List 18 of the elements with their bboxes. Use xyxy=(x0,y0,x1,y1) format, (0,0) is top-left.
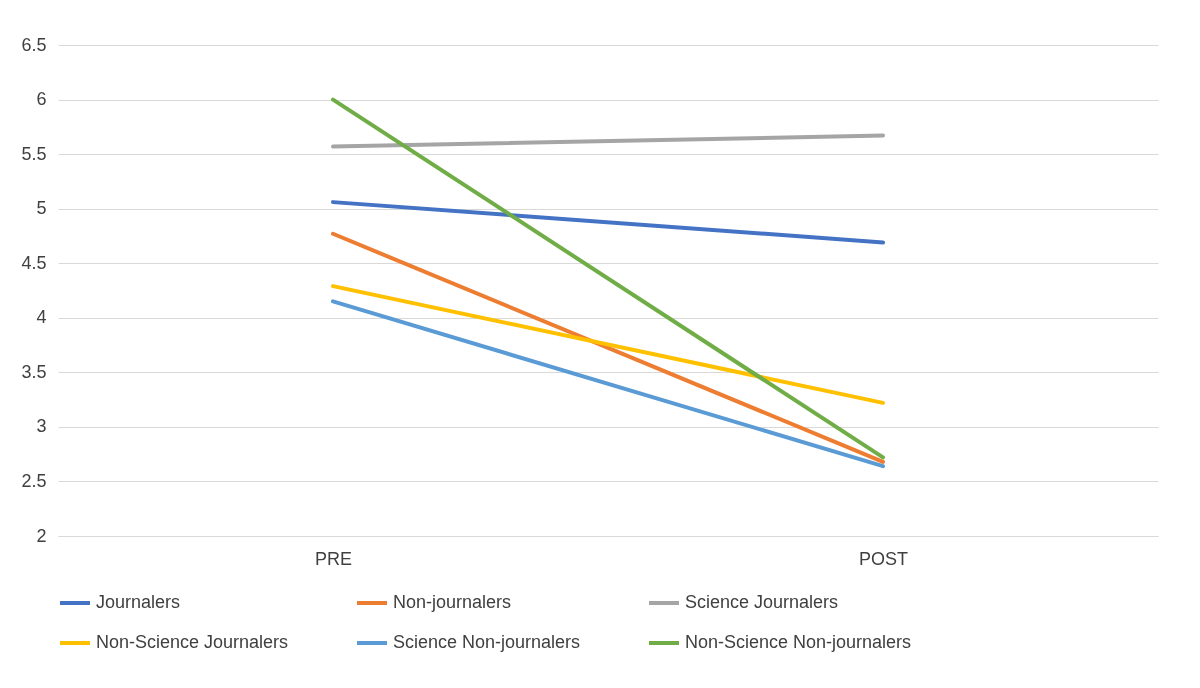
y-tick-label: 4 xyxy=(36,307,47,328)
y-tick-label: 5 xyxy=(36,198,47,219)
x-tick-label: POST xyxy=(858,548,909,569)
legend-label: Journalers xyxy=(96,592,181,612)
y-tick-label: 3 xyxy=(36,416,47,437)
y-tick-label: 5.5 xyxy=(21,143,47,164)
y-tick-label: 4.5 xyxy=(21,252,47,273)
y-tick-label: 6.5 xyxy=(21,34,47,55)
y-tick-label: 2.5 xyxy=(21,470,47,491)
y-tick-label: 3.5 xyxy=(21,361,47,382)
y-tick-label: 6 xyxy=(36,89,47,110)
legend-label: Non-Science Journalers xyxy=(96,632,289,652)
legend-label: Non-journalers xyxy=(393,592,512,612)
x-tick-label: PRE xyxy=(314,548,353,569)
legend-label: Non-Science Non-journalers xyxy=(685,632,912,652)
y-tick-label: 2 xyxy=(36,525,47,546)
legend-label: Science Journalers xyxy=(685,592,839,612)
legend-label: Science Non-journalers xyxy=(393,632,581,652)
